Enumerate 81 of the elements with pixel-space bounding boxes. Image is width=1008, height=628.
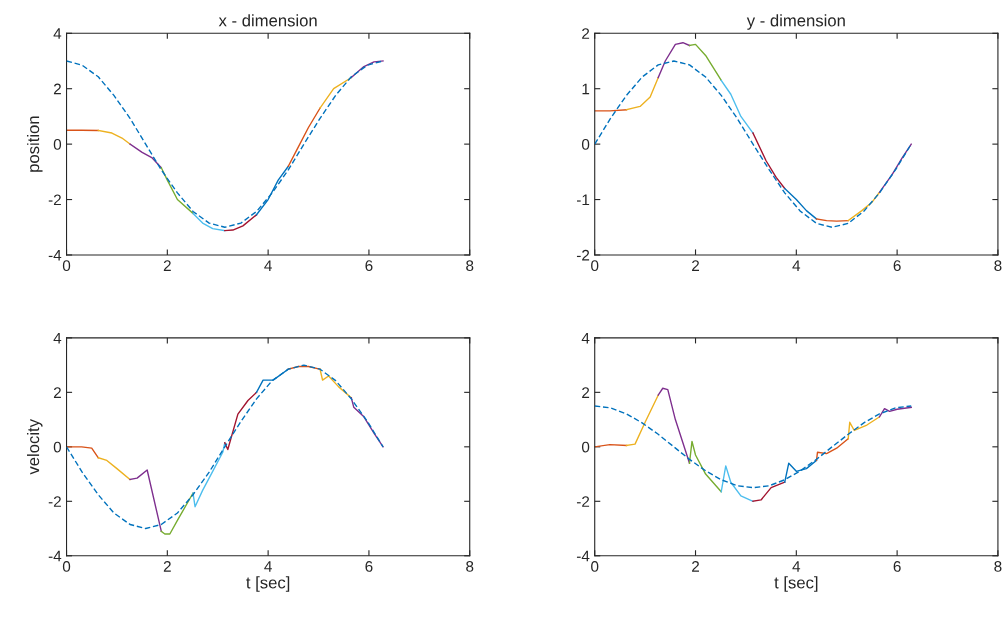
- line-series: [129, 469, 162, 532]
- chart-title: y - dimension: [746, 14, 845, 30]
- line-series: [350, 60, 384, 79]
- line-series: [878, 143, 912, 194]
- line-series: [815, 437, 849, 462]
- line-series: [255, 165, 289, 216]
- x-tick-label: 2: [692, 260, 699, 271]
- line-series: [594, 60, 912, 228]
- y-tick-label: 4: [53, 28, 62, 39]
- x-tick-label: 8: [994, 561, 1002, 572]
- line-series: [688, 43, 722, 82]
- y-tick-label: -2: [576, 496, 590, 507]
- line-series: [657, 387, 691, 464]
- line-series: [224, 214, 258, 232]
- line-series: [752, 481, 786, 502]
- x-tick-label: 4: [792, 260, 801, 271]
- y-tick-label: -4: [48, 550, 62, 562]
- line-series: [657, 42, 691, 79]
- x-tick-label: 4: [792, 561, 801, 572]
- line-series: [720, 79, 754, 134]
- line-series: [625, 394, 659, 447]
- y-tick-label: 0: [53, 441, 62, 453]
- line-series: [319, 368, 352, 399]
- x-tick-label: 8: [994, 260, 1002, 272]
- x-axis-title: t [sec]: [774, 576, 818, 592]
- line-series: [688, 440, 722, 493]
- x-tick-label: 6: [365, 260, 373, 272]
- line-series: [97, 129, 131, 145]
- x-tick-label: 6: [365, 561, 373, 572]
- line-series: [192, 442, 226, 508]
- line-series: [160, 166, 194, 215]
- x-tick-label: 6: [893, 260, 901, 272]
- y-tick-label: 0: [581, 138, 590, 150]
- x-tick-label: 0: [591, 260, 599, 272]
- y-tick-label: 0: [53, 138, 62, 150]
- x-tick-label: 0: [591, 561, 599, 572]
- line-series: [847, 416, 881, 440]
- line-series: [847, 191, 881, 222]
- y-tick-label: 2: [53, 387, 61, 398]
- line-series: [594, 405, 912, 489]
- y-tick-label: -2: [48, 496, 61, 507]
- line-series: [720, 465, 754, 502]
- line-series: [192, 212, 226, 232]
- x-tick-label: 2: [692, 561, 699, 572]
- line-series: [66, 60, 384, 228]
- line-series: [287, 107, 321, 167]
- y-axis-title: velocity: [26, 419, 43, 475]
- x-tick-label: 8: [466, 260, 474, 272]
- x-tick-label: 0: [62, 561, 71, 572]
- y-tick-label: -1: [576, 194, 590, 206]
- y-tick-label: 4: [581, 332, 590, 344]
- y-tick-label: 4: [53, 332, 62, 344]
- y-tick-label: 2: [582, 28, 590, 39]
- chart-title: x - dimension: [218, 14, 317, 27]
- y-tick-label: -2: [48, 194, 61, 206]
- y-tick-label: 2: [53, 83, 61, 95]
- line-series: [66, 364, 384, 530]
- line-series: [129, 143, 162, 169]
- line-series: [878, 406, 912, 418]
- line-series: [752, 132, 786, 190]
- x-tick-label: 0: [62, 260, 71, 272]
- y-tick-label: -4: [576, 550, 590, 562]
- x-tick-label: 4: [264, 561, 272, 572]
- x-tick-label: 4: [264, 260, 272, 271]
- y-tick-label: 0: [581, 441, 590, 453]
- line-series: [160, 492, 194, 535]
- line-series: [224, 391, 258, 451]
- x-tick-label: 8: [466, 561, 474, 572]
- x-tick-label: 2: [163, 260, 171, 271]
- x-tick-label: 6: [893, 561, 901, 572]
- y-tick-label: -4: [48, 249, 62, 261]
- line-series: [784, 459, 818, 483]
- x-axis-title: t [sec]: [246, 576, 290, 592]
- y-axis-title: position: [26, 116, 43, 172]
- line-series: [97, 457, 131, 481]
- line-series: [625, 76, 659, 111]
- x-tick-label: 2: [163, 561, 171, 572]
- line-series: [784, 187, 818, 220]
- y-tick-label: -2: [576, 249, 590, 261]
- y-tick-label: 1: [582, 83, 590, 95]
- y-tick-label: 2: [582, 387, 590, 398]
